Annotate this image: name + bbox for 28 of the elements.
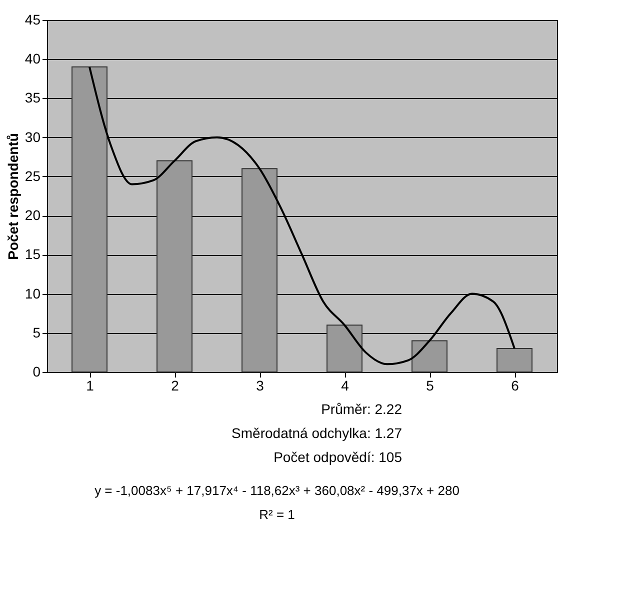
y-tick-label: 25: [24, 168, 41, 184]
y-tick-label: 20: [24, 207, 41, 224]
bar: [72, 66, 108, 372]
bar: [496, 348, 532, 372]
text: y = -1,0083x⁵ + 17,917x⁴ - 118,62x³ + 360,08x² - 499,37x + 280: [94, 483, 460, 498]
bar: [412, 340, 448, 372]
text: Počet odpovědí: 105: [274, 449, 402, 465]
text: Průměr: 2.22: [321, 401, 402, 417]
y-tick-label: 0: [32, 364, 41, 380]
bar: [242, 168, 278, 372]
x-tick-label: 3: [256, 378, 264, 394]
x-tick-label: 2: [171, 378, 180, 394]
text: Směrodatná odchylka: 1.27: [232, 425, 402, 441]
x-tick-label: 6: [511, 378, 520, 394]
y-tick-label: 15: [24, 246, 41, 262]
y-axis-title: Počet respondentů: [4, 133, 21, 260]
text: R² = 1: [259, 507, 295, 522]
y-tick-label: 40: [24, 50, 41, 67]
y-tick-label: 35: [24, 90, 41, 106]
x-tick-label: 4: [341, 378, 350, 394]
x-tick-label: 1: [86, 378, 94, 394]
y-tick-label: 5: [32, 324, 41, 340]
x-tick-label: 5: [426, 378, 434, 394]
y-tick-label: 10: [24, 285, 41, 302]
bar: [326, 324, 362, 372]
bar: [156, 160, 192, 372]
y-tick-label: 30: [24, 128, 41, 145]
y-tick-label: 45: [24, 12, 41, 28]
